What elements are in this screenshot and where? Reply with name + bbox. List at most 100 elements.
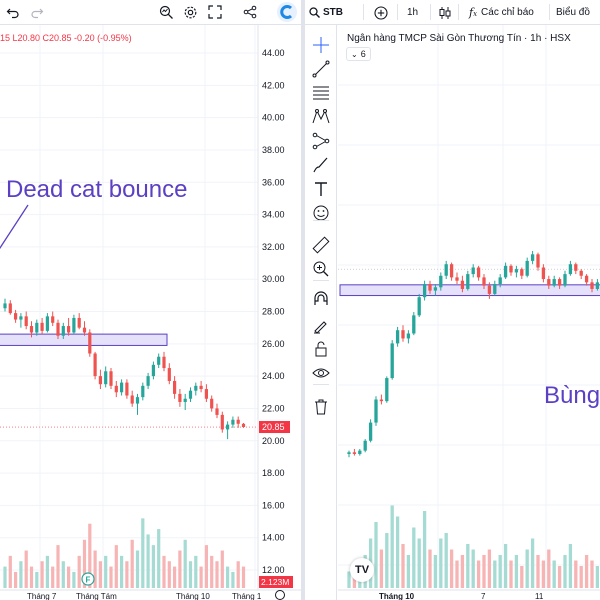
fullscreen-icon[interactable]: [206, 3, 224, 21]
candle-body: [401, 330, 405, 339]
volume-bar: [236, 561, 240, 588]
breakout-zone: [339, 284, 600, 297]
measure-path-icon[interactable]: [311, 131, 331, 151]
price-tick-label: 22.00: [262, 403, 285, 413]
pane-divider[interactable]: [301, 0, 305, 600]
price-tick-label: 42.00: [262, 80, 285, 90]
left-price-axis[interactable]: 44.00 42.00 40.00 38.00 36.00 34.00 32.00 30.00…: [257, 25, 301, 600]
timeframe-button[interactable]: 1h: [407, 7, 419, 18]
candle-body: [226, 424, 230, 430]
search-icon: [309, 7, 320, 18]
share-icon[interactable]: [241, 3, 259, 21]
lock-icon[interactable]: [311, 339, 331, 359]
right-chart-pane[interactable]: STB 1h fx Các chỉ báo Biểu đồ Bùng: [305, 0, 600, 600]
candle-body: [412, 315, 416, 334]
text-icon[interactable]: [311, 179, 331, 199]
pattern-icon[interactable]: [311, 107, 331, 127]
volume-bar: [231, 571, 235, 588]
symbol-search-button[interactable]: STB: [309, 4, 343, 21]
ruler-icon[interactable]: [311, 235, 331, 255]
volume-bar: [114, 545, 118, 588]
volume-bar: [3, 566, 7, 588]
time-tick-label: 7: [481, 592, 486, 600]
candle-body: [482, 277, 486, 286]
undo-icon[interactable]: [4, 3, 22, 21]
volume-bar: [568, 544, 573, 588]
candle-body: [77, 317, 81, 328]
volume-bar: [552, 560, 556, 588]
volume-bar: [88, 523, 92, 588]
volume-bar: [385, 533, 389, 588]
price-tick-label: 18.00: [262, 468, 285, 478]
compare-symbol-button[interactable]: [374, 4, 388, 21]
crosshair-icon[interactable]: [311, 35, 331, 55]
candle-body: [433, 287, 438, 291]
brush-icon[interactable]: [311, 155, 331, 175]
magnet-icon[interactable]: [311, 291, 331, 311]
trash-icon[interactable]: [311, 397, 331, 417]
candle-body: [204, 389, 208, 399]
volume-bar: [422, 511, 427, 588]
zoom-in-icon[interactable]: [311, 259, 331, 279]
candle-body: [40, 322, 44, 331]
left-time-axis[interactable]: Tháng 7 Tháng Tám Tháng 10 Tháng 1: [0, 589, 301, 600]
left-zone-layer: [0, 333, 168, 346]
candle-body: [98, 376, 102, 385]
volume-bar: [439, 538, 443, 588]
volume-bar: [162, 555, 166, 588]
right-time-axis[interactable]: Tháng 10 7 11: [338, 589, 600, 600]
tradingview-logo[interactable]: TV: [350, 558, 374, 582]
candle-body: [157, 356, 161, 365]
volume-bar: [61, 561, 65, 588]
right-price-chart[interactable]: Bùng Tháng 10 7 11: [338, 25, 600, 600]
candle-body: [444, 264, 448, 276]
candle-body: [183, 398, 187, 402]
eye-icon[interactable]: [311, 363, 331, 383]
current-price-tag: [259, 421, 290, 434]
candle-body: [568, 264, 573, 275]
volume-bar: [374, 522, 378, 588]
symbol-title[interactable]: Ngân hàng TMCP Sài Gòn Thương Tín · 1h ·…: [347, 33, 571, 44]
logo-icon[interactable]: [277, 2, 297, 22]
settings-icon[interactable]: [181, 3, 199, 21]
candle-body: [498, 277, 502, 284]
indicators-button[interactable]: fx Các chỉ báo: [469, 4, 534, 21]
indicator-toggle[interactable]: ⌄ 6: [346, 47, 371, 61]
price-tick-label: 24.00: [262, 371, 285, 381]
redo-icon[interactable]: [28, 3, 46, 21]
candle-body: [241, 423, 246, 428]
volume-bar: [449, 549, 454, 588]
volume-bar: [428, 549, 432, 588]
left-chart-pane[interactable]: 15 L20.80 C20.85 -0.20 (-0.95%) Dead cat…: [0, 0, 301, 600]
candle-body: [547, 279, 551, 286]
candle-body: [178, 393, 182, 402]
volume-bar: [547, 549, 551, 588]
volume-value-label: 2.123M: [261, 577, 289, 587]
candle-body: [45, 316, 49, 331]
lock-draw-icon[interactable]: [311, 315, 331, 335]
chart-type-button[interactable]: [439, 4, 451, 21]
price-tick-label: 30.00: [262, 274, 285, 284]
drawing-toolbar: [305, 25, 337, 600]
volume-bar: [72, 571, 76, 588]
candle-body: [162, 356, 166, 369]
volume-bar: [417, 538, 421, 588]
candle-body: [476, 267, 481, 278]
candle-body: [439, 275, 443, 288]
volume-bar: [183, 539, 187, 588]
candle-body: [82, 327, 87, 333]
volume-bar: [514, 555, 519, 588]
fib-icon[interactable]: [311, 83, 331, 103]
left-price-chart[interactable]: Dead cat bounce F 44.00 42.00 40.00 38.00 36.…: [0, 25, 301, 600]
volume-bar: [530, 538, 535, 588]
volume-bar: [178, 550, 182, 588]
trend-line-icon[interactable]: [311, 59, 331, 79]
volume-bar: [406, 555, 411, 588]
price-tick-label: 16.00: [262, 500, 285, 510]
right-zone-layer: [339, 284, 600, 297]
volume-bar: [157, 529, 161, 588]
chart-menu-button[interactable]: Biểu đồ: [556, 7, 590, 18]
breakout-label: Bùng: [544, 382, 600, 409]
volume-bar: [45, 555, 49, 588]
indicator-search-icon[interactable]: [157, 3, 175, 21]
